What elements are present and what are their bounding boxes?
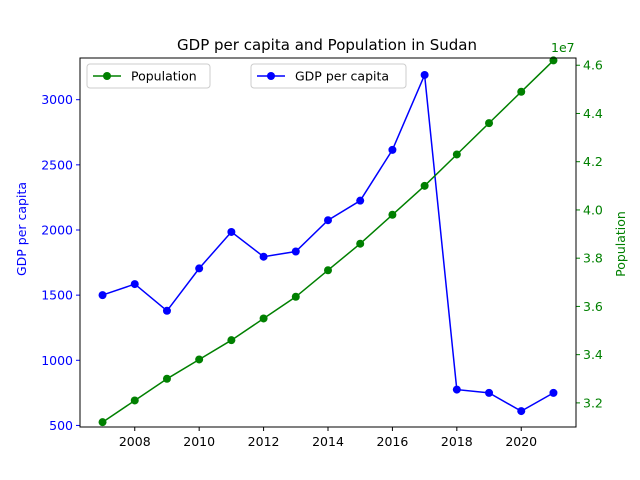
right-y-tick-label: 3.4 — [583, 347, 603, 362]
legend-population: Population — [86, 63, 211, 89]
gdp-per-capita-point — [549, 388, 558, 397]
right-y-tick-label: 4.4 — [583, 106, 603, 121]
gdp-per-capita-point — [227, 227, 236, 236]
gdp-per-capita-point — [452, 385, 461, 394]
population-point — [291, 292, 300, 301]
right-y-tick-label: 4.0 — [583, 202, 603, 217]
gdp-per-capita-point — [517, 407, 526, 416]
legend-label: GDP per capita — [295, 69, 389, 84]
gdp-per-capita-point — [98, 291, 107, 300]
x-tick-label: 2014 — [312, 434, 344, 449]
right-axis-offset-text: 1e7 — [551, 40, 575, 55]
gdp-per-capita-point — [356, 196, 365, 205]
x-tick-label: 2020 — [505, 434, 537, 449]
gdp-per-capita-point — [291, 247, 300, 256]
population-point — [259, 314, 268, 323]
x-tick-label: 2016 — [377, 434, 409, 449]
right-y-tick-label: 3.2 — [583, 395, 603, 410]
plot-area: 2008 2010 2012 2014 2016 2018 2020 500 1000 1500 2… — [41, 56, 603, 449]
population-point — [98, 418, 107, 427]
legend-box — [250, 63, 407, 89]
legend-label: Population — [131, 69, 197, 84]
population-point — [130, 396, 139, 405]
plot-frame — [79, 57, 577, 428]
gdp-per-capita-point — [420, 70, 429, 79]
population-point — [452, 150, 461, 159]
gdp-per-capita-point — [130, 280, 139, 289]
right-axis-label: Population — [613, 211, 628, 277]
population-point — [388, 210, 397, 219]
population-point — [356, 239, 365, 248]
population-point — [420, 181, 429, 190]
population-point — [162, 374, 171, 383]
population-point — [517, 87, 526, 96]
x-tick-label: 2010 — [183, 434, 215, 449]
gdp-per-capita-point — [388, 145, 397, 154]
gdp-per-capita-point — [195, 264, 204, 273]
gdp-per-capita-point — [162, 306, 171, 315]
x-tick-label: 2018 — [441, 434, 473, 449]
left-y-tick-label: 3000 — [41, 92, 73, 107]
population-point — [195, 355, 204, 364]
legend-box — [86, 63, 211, 89]
legend-swatch-marker — [267, 72, 275, 80]
legend-gdp-per-capita: GDP per capita — [250, 63, 407, 89]
left-y-tick-label: 1000 — [41, 353, 73, 368]
population-point — [324, 266, 332, 275]
right-y-tick-label: 3.6 — [583, 299, 603, 314]
left-y-tick-label: 1500 — [41, 288, 73, 303]
population-line — [102, 59, 555, 423]
gdp-per-capita-point — [485, 388, 494, 397]
gdp-per-capita-point — [324, 216, 332, 225]
chart-title: GDP per capita and Population in Sudan — [177, 36, 477, 54]
left-y-tick-label: 500 — [49, 418, 73, 433]
right-y-tick-label: 4.6 — [583, 58, 603, 73]
right-y-tick-label: 4.2 — [583, 154, 603, 169]
right-y-tick-label: 3.8 — [583, 251, 603, 266]
gdp-per-capita-point — [259, 252, 268, 261]
x-tick-label: 2012 — [248, 434, 280, 449]
left-y-tick-label: 2500 — [41, 157, 73, 172]
x-tick-label: 2008 — [119, 434, 151, 449]
population-point — [227, 336, 236, 345]
left-axis-label: GDP per capita — [14, 182, 29, 276]
population-point — [485, 119, 494, 128]
legend-swatch-marker — [103, 72, 111, 80]
left-y-tick-label: 2000 — [41, 222, 73, 237]
